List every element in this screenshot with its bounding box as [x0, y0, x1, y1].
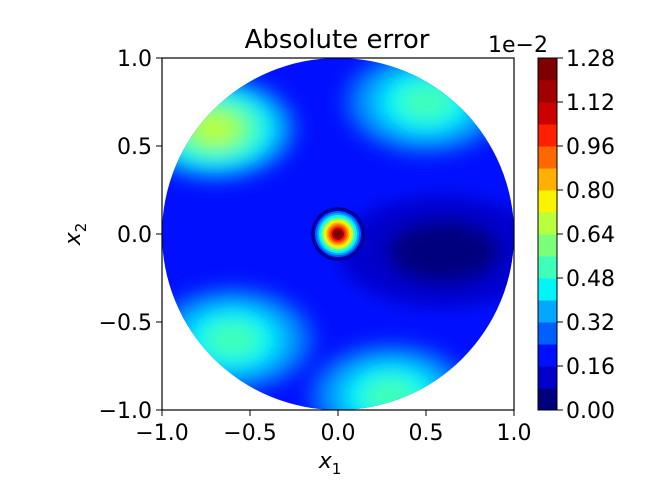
colorbar-tick-label: 0.64	[566, 223, 615, 248]
y-tick-label: −0.5	[99, 311, 152, 336]
error-contour-3-3	[205, 321, 260, 359]
error-contour-5-1	[386, 219, 501, 284]
chart-title: Absolute error	[245, 25, 430, 55]
colorbar-ticks: 0.00 0.16 0.32 0.48 0.64 0.80 0.96 1.12 1.28	[557, 47, 615, 424]
colorbar-tick-label: 0.32	[566, 311, 615, 336]
x-tick-label: 0.5	[409, 421, 444, 446]
y-axis-label-main: x	[61, 231, 86, 246]
y-tick-label: 0.0	[117, 223, 152, 248]
x-axis: −1.0 −0.5 0.0 0.5 1.0	[135, 410, 532, 446]
colorbar-band	[538, 80, 557, 103]
y-tick-label: −1.0	[99, 399, 152, 424]
colorbar-band	[538, 300, 557, 323]
colorbar-band	[538, 58, 557, 81]
colorbar-band	[538, 234, 557, 257]
colorbar-band	[538, 256, 557, 279]
x-axis-label: x1	[318, 449, 342, 478]
colorbar-tick-label: 0.80	[566, 179, 615, 204]
x-axis-label-main: x	[318, 449, 333, 474]
error-contour-4-3	[363, 377, 419, 410]
colorbar-band	[538, 124, 557, 147]
colorbar-tick-label: 0.16	[566, 355, 615, 380]
colorbar-tick-label: 0.96	[566, 135, 615, 160]
colorbar-band	[538, 102, 557, 125]
y-axis: −1.0 −0.5 0.0 0.5 1.0	[99, 47, 162, 424]
colorbar-band	[538, 278, 557, 301]
colorbar-offset-label: 1e−2	[488, 33, 548, 58]
colorbar-band	[538, 388, 557, 411]
peak-contour-12	[334, 230, 342, 238]
colorbar-tick-label: 1.12	[566, 91, 615, 116]
colorbar-tick-label: 0.48	[566, 267, 615, 292]
y-axis-label-sub: 2	[72, 223, 90, 233]
x-axis-label-sub: 1	[332, 460, 342, 478]
colorbar: 0.00 0.16 0.32 0.48 0.64 0.80 0.96 1.12 1.28 1e−…	[488, 33, 615, 424]
colorbar-band	[538, 168, 557, 191]
plot-area	[161, 57, 515, 411]
error-contour-1-5	[193, 113, 236, 144]
colorbar-band	[538, 190, 557, 213]
colorbar-band	[538, 146, 557, 169]
colorbar-band	[538, 344, 557, 367]
x-tick-label: −0.5	[223, 421, 276, 446]
error-field	[162, 58, 514, 410]
colorbar-band	[538, 366, 557, 389]
x-tick-label: 1.0	[497, 421, 532, 446]
colorbar-tick-label: 1.28	[566, 47, 615, 72]
x-tick-label: −1.0	[135, 421, 188, 446]
colorbar-bands	[538, 58, 557, 411]
colorbar-tick-label: 0.00	[566, 399, 615, 424]
y-axis-label: x2	[61, 223, 90, 247]
colorbar-band	[538, 322, 557, 345]
x-tick-label: 0.0	[321, 421, 356, 446]
colorbar-band	[538, 212, 557, 235]
y-tick-label: 1.0	[117, 47, 152, 72]
error-contour-2-3	[398, 83, 454, 121]
y-tick-label: 0.5	[117, 135, 152, 160]
